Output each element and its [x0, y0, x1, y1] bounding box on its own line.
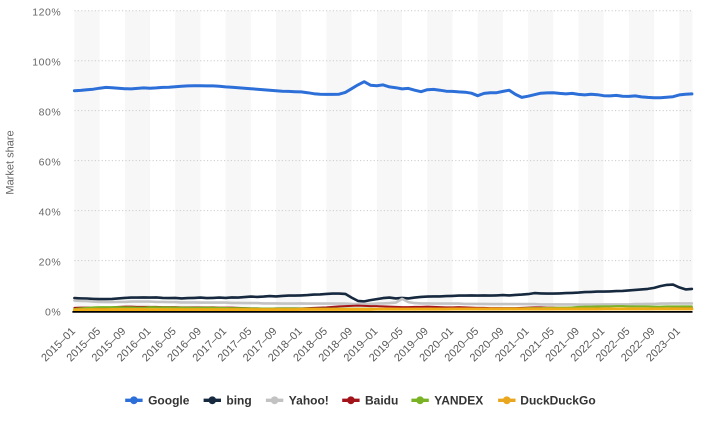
- svg-text:80%: 80%: [39, 107, 62, 119]
- svg-text:20%: 20%: [39, 256, 62, 268]
- svg-text:Baidu: Baidu: [365, 394, 398, 408]
- svg-text:bing: bing: [226, 394, 251, 408]
- svg-text:Google: Google: [148, 394, 190, 408]
- svg-text:YANDEX: YANDEX: [434, 394, 483, 408]
- svg-text:40%: 40%: [39, 206, 62, 218]
- svg-text:Yahoo!: Yahoo!: [289, 394, 329, 408]
- svg-text:Market share: Market share: [5, 130, 17, 194]
- svg-text:60%: 60%: [39, 157, 62, 169]
- svg-text:120%: 120%: [32, 7, 61, 19]
- svg-text:0%: 0%: [45, 306, 61, 318]
- svg-text:100%: 100%: [32, 57, 61, 69]
- svg-text:DuckDuckGo: DuckDuckGo: [520, 394, 595, 408]
